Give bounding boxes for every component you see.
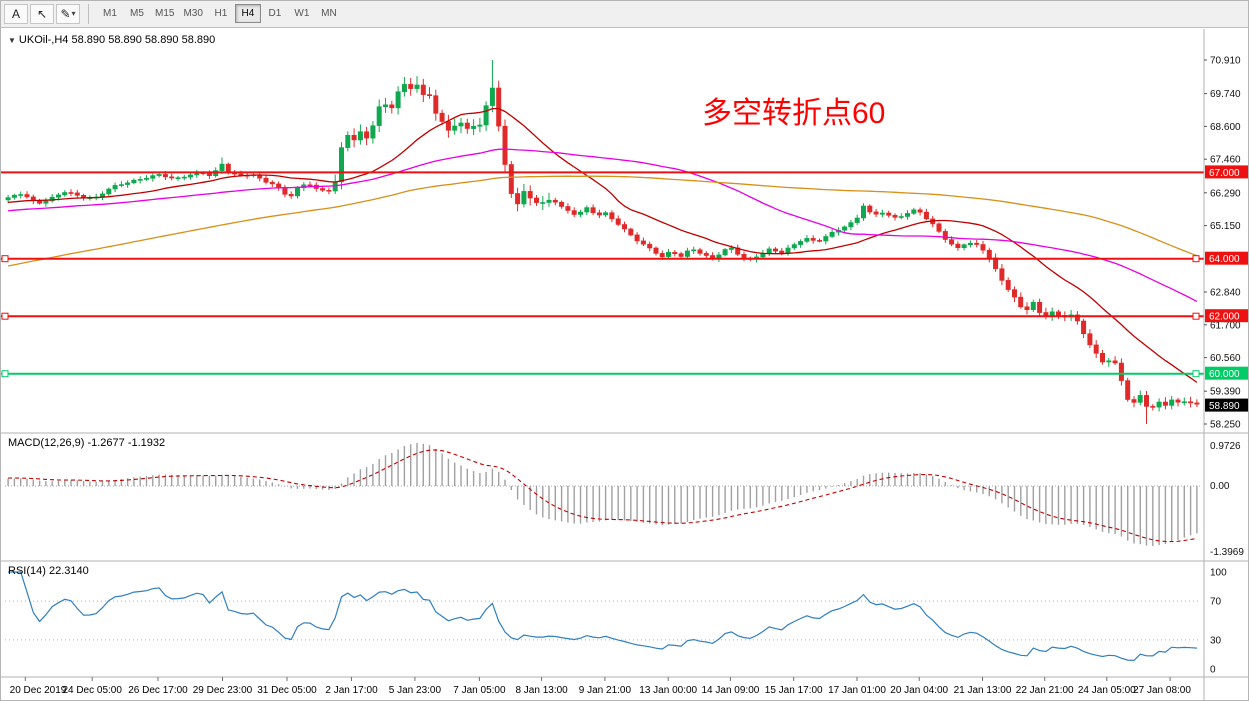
svg-text:64.000: 64.000 (1209, 254, 1240, 265)
svg-text:60.560: 60.560 (1210, 353, 1241, 364)
cursor-tool-button[interactable]: ↖ (30, 3, 54, 24)
svg-text:62.840: 62.840 (1210, 288, 1241, 299)
svg-text:0.00: 0.00 (1210, 481, 1230, 492)
svg-text:66.290: 66.290 (1210, 188, 1241, 199)
svg-text:14 Jan 09:00: 14 Jan 09:00 (701, 685, 759, 696)
svg-text:20 Jan 04:00: 20 Jan 04:00 (890, 685, 948, 696)
svg-text:70.910: 70.910 (1210, 56, 1241, 67)
svg-text:26 Dec 17:00: 26 Dec 17:00 (128, 685, 188, 696)
svg-text:27 Jan 08:00: 27 Jan 08:00 (1133, 685, 1191, 696)
timeframe-button-m5[interactable]: M5 (124, 4, 150, 23)
macd-panel (5, 443, 1200, 547)
svg-text:68.600: 68.600 (1210, 122, 1241, 133)
cursor-icon: ↖ (36, 6, 48, 21)
toolbar-separator (88, 3, 89, 24)
chart-canvas[interactable]: 70.910 69.740 68.600 67.460 66.290 65.150 62.8… (0, 29, 1249, 701)
svg-text:0.9726: 0.9726 (1210, 441, 1241, 452)
svg-text:31 Dec 05:00: 31 Dec 05:00 (257, 685, 317, 696)
svg-text:58.890: 58.890 (1209, 401, 1240, 412)
svg-text:65.150: 65.150 (1210, 221, 1241, 232)
svg-text:21 Jan 13:00: 21 Jan 13:00 (954, 685, 1012, 696)
timeframe-button-h1[interactable]: H1 (208, 4, 234, 23)
timeframe-button-w1[interactable]: W1 (289, 4, 315, 23)
svg-text:29 Dec 23:00: 29 Dec 23:00 (193, 685, 253, 696)
svg-text:2 Jan 17:00: 2 Jan 17:00 (325, 685, 378, 696)
timeframe-button-m15[interactable]: M15 (151, 4, 178, 23)
svg-text:13 Jan 00:00: 13 Jan 00:00 (639, 685, 697, 696)
svg-text:100: 100 (1210, 568, 1227, 579)
svg-text:15 Jan 17:00: 15 Jan 17:00 (765, 685, 823, 696)
text-tool-button[interactable]: A (4, 3, 28, 24)
svg-text:20 Dec 2019: 20 Dec 2019 (10, 685, 67, 696)
timeframe-button-m30[interactable]: M30 (179, 4, 206, 23)
svg-text:58.250: 58.250 (1210, 420, 1241, 431)
svg-text:62.000: 62.000 (1209, 312, 1240, 323)
moving-averages (7, 107, 1198, 383)
draw-tool-button[interactable]: ✎ ▾ (56, 3, 80, 24)
svg-text:59.390: 59.390 (1210, 387, 1241, 398)
svg-text:5 Jan 23:00: 5 Jan 23:00 (389, 685, 442, 696)
price-axis: 70.910 69.740 68.600 67.460 66.290 65.150 62.8… (1203, 29, 1248, 701)
svg-text:61.700: 61.700 (1210, 320, 1241, 331)
svg-text:22 Jan 21:00: 22 Jan 21:00 (1016, 685, 1074, 696)
svg-text:70: 70 (1210, 597, 1222, 608)
svg-text:24 Dec 05:00: 24 Dec 05:00 (62, 685, 122, 696)
timeframe-button-m1[interactable]: M1 (97, 4, 123, 23)
pencil-icon: ✎ (60, 6, 71, 21)
chevron-down-icon: ▾ (71, 9, 76, 18)
toolbar: A ↖ ✎ ▾ M1 M5 M15 M30 H1 H4 D1 W1 MN (0, 0, 1249, 28)
svg-text:0: 0 (1210, 665, 1216, 676)
svg-text:7 Jan 05:00: 7 Jan 05:00 (453, 685, 506, 696)
svg-text:67.000: 67.000 (1209, 168, 1240, 179)
timeframe-group: M1 M5 M15 M30 H1 H4 D1 W1 MN (97, 4, 342, 23)
timeframe-button-mn[interactable]: MN (316, 4, 342, 23)
horizontal-level-lines[interactable] (0, 171, 1204, 378)
svg-text:17 Jan 01:00: 17 Jan 01:00 (828, 685, 886, 696)
rsi-panel (5, 571, 1200, 662)
timeframe-button-h4[interactable]: H4 (234, 4, 261, 23)
svg-text:69.740: 69.740 (1210, 89, 1241, 100)
svg-text:30: 30 (1210, 635, 1222, 646)
timeframe-button-d1[interactable]: D1 (262, 4, 288, 23)
svg-text:67.460: 67.460 (1210, 155, 1241, 166)
svg-text:9 Jan 21:00: 9 Jan 21:00 (579, 685, 632, 696)
svg-text:24 Jan 05:00: 24 Jan 05:00 (1078, 685, 1136, 696)
svg-text:-1.3969: -1.3969 (1210, 547, 1244, 558)
svg-text:8 Jan 13:00: 8 Jan 13:00 (515, 685, 568, 696)
svg-text:60.000: 60.000 (1209, 369, 1240, 380)
text-tool-label: A (11, 6, 20, 21)
